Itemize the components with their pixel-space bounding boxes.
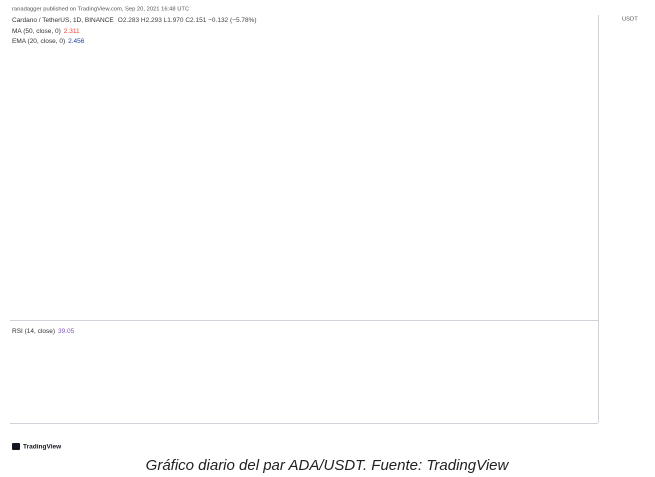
caption: Gráfico diario del par ADA/USDT. Fuente:… [146, 457, 510, 474]
symbol: Cardano / TetherUS, 1D, BINANCE [12, 17, 114, 24]
ema-legend: EMA (20, close, 0) 2.456 [12, 38, 85, 45]
tv-logo: TradingView [12, 443, 62, 451]
currency: USDT [622, 17, 638, 23]
legend-value: 39.05 [58, 328, 75, 335]
legend-name: EMA (20, close, 0) [12, 38, 65, 45]
ohlc: O2.283 H2.293 L1.970 C2.151 −0.132 (−5.7… [118, 17, 257, 24]
legend-name: RSI (14, close) [12, 328, 55, 335]
legend-value: 2.456 [68, 38, 85, 45]
publisher: ranadagger published on TradingView.com,… [12, 7, 189, 13]
symbol-line: Cardano / TetherUS, 1D, BINANCE O2.283 H2… [12, 17, 257, 24]
logo-text: TradingView [23, 444, 62, 451]
rsi-legend: RSI (14, close) 39.05 [12, 328, 75, 335]
logo-icon [12, 443, 20, 450]
ma-legend: MA (50, close, 0) 2.311 [12, 28, 80, 35]
legend-name: MA (50, close, 0) [12, 28, 61, 35]
legend-value: 2.311 [64, 28, 80, 35]
